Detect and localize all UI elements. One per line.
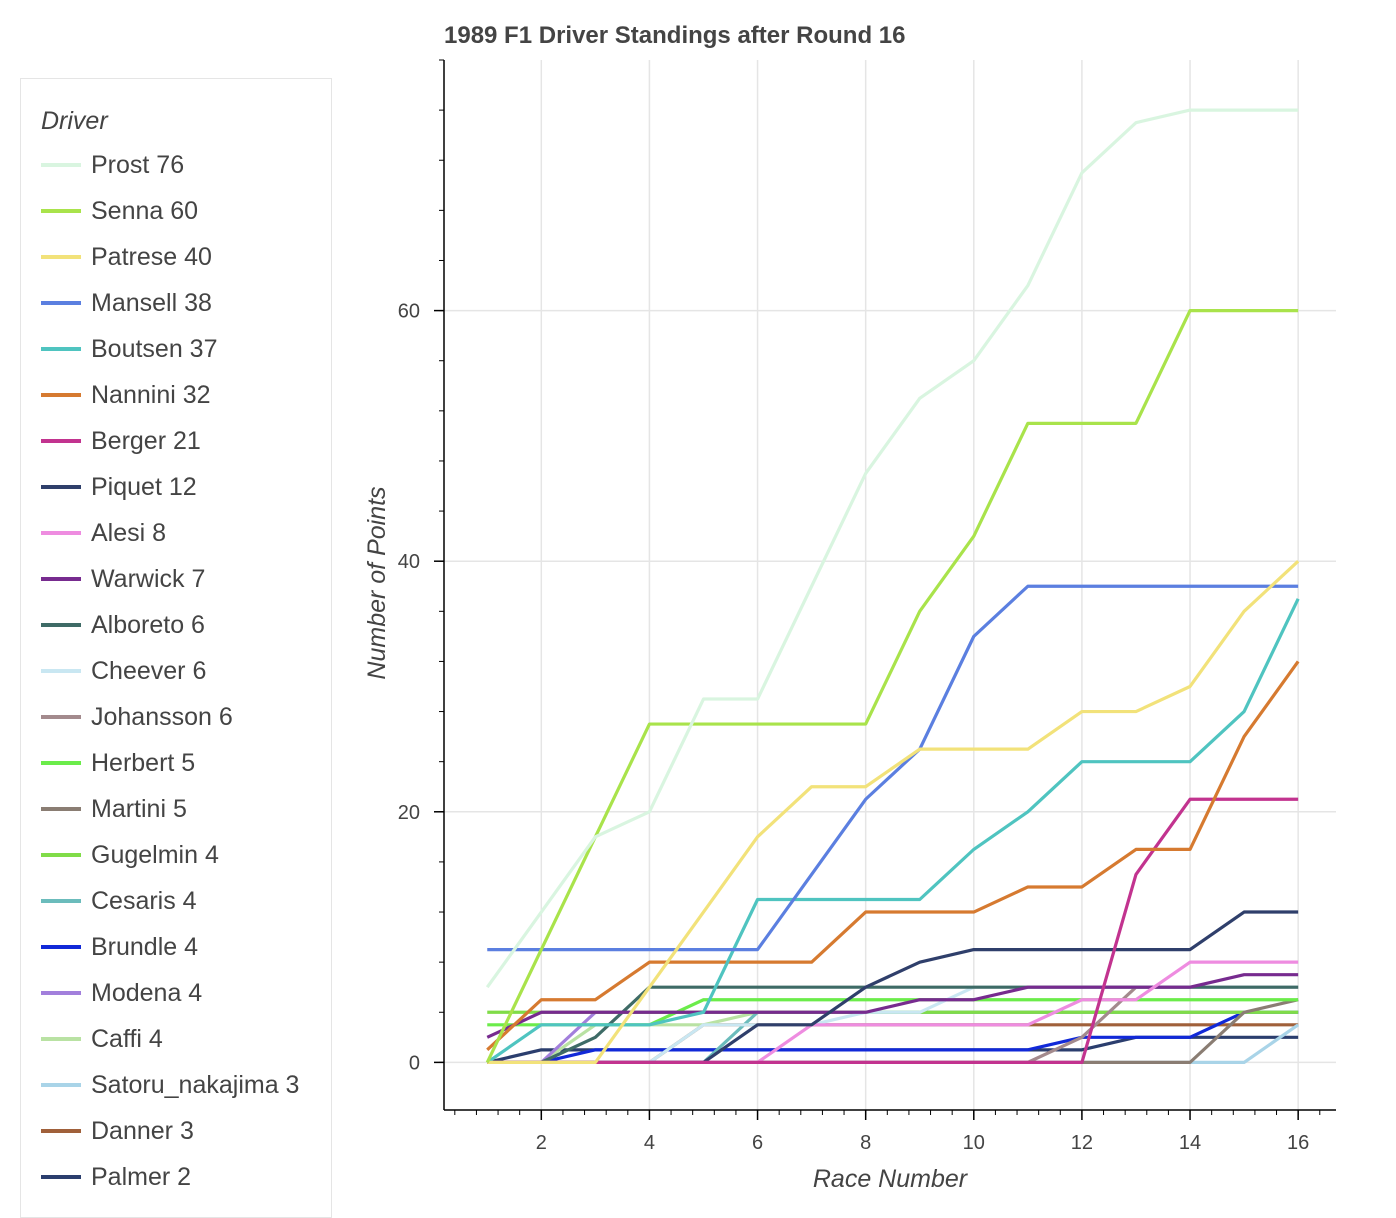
legend-swatch — [41, 1129, 81, 1133]
series-lines — [485, 108, 1300, 1064]
legend-swatch — [41, 393, 81, 397]
legend-swatch — [41, 347, 81, 351]
legend-label: Brundle 4 — [91, 932, 199, 961]
x-tick-label: 10 — [963, 1132, 985, 1154]
series-line-patrese-40 — [487, 560, 1300, 1064]
legend-swatch — [41, 945, 81, 949]
legend-item[interactable]: Senna 60 — [41, 191, 198, 231]
legend-label: Senna 60 — [91, 196, 199, 225]
legend-item[interactable]: Caffi 4 — [41, 1019, 163, 1059]
legend-item[interactable]: Berger 21 — [41, 421, 201, 461]
legend-label: Warwick 7 — [91, 564, 206, 593]
legend-item[interactable]: Piquet 12 — [41, 467, 197, 507]
legend-swatch — [41, 991, 81, 995]
legend-item[interactable]: Patrese 40 — [41, 237, 212, 277]
x-axis-label: Race Number — [813, 1165, 969, 1193]
legend-label: Cesaris 4 — [91, 886, 197, 915]
series-line-senna-60 — [485, 308, 1299, 1064]
legend-swatch — [41, 163, 81, 167]
series-line-brundle-4 — [487, 1010, 1299, 1064]
legend-item[interactable]: Warwick 7 — [41, 559, 205, 599]
legend-swatch — [41, 853, 81, 857]
x-tick-label: 14 — [1179, 1132, 1201, 1154]
legend-item[interactable]: Cheever 6 — [41, 651, 206, 691]
legend-label: Mansell 38 — [91, 288, 212, 317]
legend-label: Satoru_nakajima 3 — [91, 1070, 300, 1099]
legend-item[interactable]: Modena 4 — [41, 973, 202, 1013]
legend-item[interactable]: Satoru_nakajima 3 — [41, 1065, 299, 1105]
legend-item[interactable]: Prost 76 — [41, 145, 184, 185]
series-line-nannini-32 — [486, 660, 1300, 1052]
legend-swatch — [41, 807, 81, 811]
legend-swatch — [41, 623, 81, 627]
legend-item[interactable]: Martini 5 — [41, 789, 187, 829]
legend-item[interactable]: Danner 3 — [41, 1111, 194, 1151]
series-line-martini-5 — [487, 998, 1299, 1064]
legend-label: Herbert 5 — [91, 748, 196, 777]
legend-swatch — [41, 669, 81, 673]
y-tick-label: 20 — [398, 802, 420, 824]
legend-label: Piquet 12 — [91, 472, 197, 501]
legend-item[interactable]: Boutsen 37 — [41, 329, 218, 369]
legend-item[interactable]: Gugelmin 4 — [41, 835, 219, 875]
series-line-berger-21 — [487, 797, 1299, 1064]
legend-label: Nannini 32 — [91, 380, 211, 409]
legend-label: Palmer 2 — [91, 1162, 192, 1191]
legend-label: Cheever 6 — [91, 656, 207, 685]
x-tick-label: 2 — [536, 1132, 547, 1154]
legend-item[interactable]: Mansell 38 — [41, 283, 212, 323]
legend-swatch — [41, 1037, 81, 1041]
legend-swatch — [41, 255, 81, 259]
legend-label: Danner 3 — [91, 1116, 194, 1145]
legend-label: Alesi 8 — [91, 518, 167, 547]
legend: Driver Prost 76 Senna 60 Patrese 40 Mansell… — [20, 78, 332, 1218]
legend-swatch — [41, 899, 81, 903]
legend-item[interactable]: Johansson 6 — [41, 697, 233, 737]
legend-swatch — [41, 577, 81, 581]
legend-label: Johansson 6 — [91, 702, 233, 731]
legend-swatch — [41, 485, 81, 489]
legend-swatch — [41, 439, 81, 443]
x-tick-label: 16 — [1287, 1132, 1309, 1154]
legend-title: Driver — [41, 107, 108, 135]
legend-swatch — [41, 531, 81, 535]
legend-item[interactable]: Cesaris 4 — [41, 881, 197, 921]
legend-label: Patrese 40 — [91, 242, 212, 271]
legend-label: Caffi 4 — [91, 1024, 163, 1053]
legend-item[interactable]: Nannini 32 — [41, 375, 211, 415]
legend-label: Alboreto 6 — [91, 610, 205, 639]
legend-swatch — [41, 1083, 81, 1087]
y-tick-label: 40 — [398, 551, 420, 573]
axes: 2 4 6 8 10 12 14 16 0 20 40 60 — [398, 59, 1336, 1154]
legend-swatch — [41, 761, 81, 765]
y-tick-label: 60 — [398, 301, 420, 323]
y-axis-label: Number of Points — [363, 486, 391, 679]
legend-label: Gugelmin 4 — [91, 840, 219, 869]
x-tick-label: 6 — [752, 1132, 763, 1154]
legend-label: Berger 21 — [91, 426, 201, 455]
legend-swatch — [41, 209, 81, 213]
series-line-warwick-7 — [486, 973, 1299, 1039]
legend-item[interactable]: Alboreto 6 — [41, 605, 205, 645]
legend-swatch — [41, 301, 81, 305]
x-tick-label: 4 — [644, 1132, 655, 1154]
chart-title: 1989 F1 Driver Standings after Round 16 — [444, 22, 905, 49]
y-tick-label: 0 — [409, 1052, 420, 1074]
legend-label: Martini 5 — [91, 794, 187, 823]
legend-label: Boutsen 37 — [91, 334, 218, 363]
x-tick-label: 12 — [1071, 1132, 1093, 1154]
legend-label: Prost 76 — [91, 150, 185, 179]
legend-swatch — [41, 715, 81, 719]
legend-item[interactable]: Brundle 4 — [41, 927, 198, 967]
legend-label: Modena 4 — [91, 978, 203, 1007]
x-tick-label: 8 — [860, 1132, 871, 1154]
legend-item[interactable]: Alesi 8 — [41, 513, 166, 553]
legend-item[interactable]: Herbert 5 — [41, 743, 195, 783]
legend-item[interactable]: Palmer 2 — [41, 1157, 191, 1197]
series-line-prost-76 — [485, 108, 1299, 989]
series-line-mansell-38 — [487, 584, 1299, 952]
legend-swatch — [41, 1175, 81, 1179]
